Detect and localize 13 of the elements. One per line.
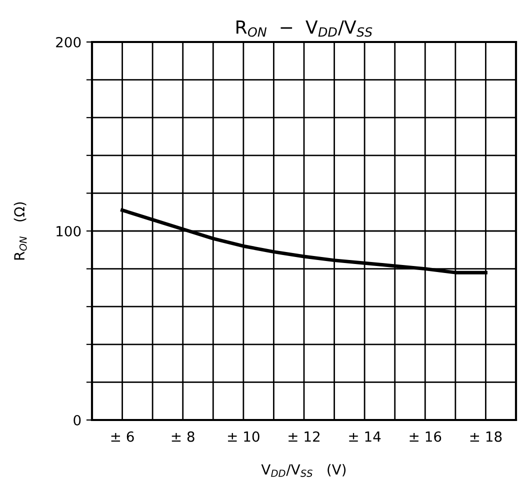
y-tick-label: 100 xyxy=(56,226,81,236)
chart-title: R$_{ON}$ − V$_{DD}$/V$_{SS}$ xyxy=(236,20,372,37)
text: V$_{DD}$/V$_{SS}$ (V) xyxy=(261,464,346,477)
y-tick-label: 0 xyxy=(74,414,81,426)
x-tick-label: ± 18 xyxy=(470,431,502,442)
x-tick-label: ± 10 xyxy=(228,431,260,442)
x-tick-label: ± 6 xyxy=(111,431,134,442)
text: R$_{ON}$ (Ω) xyxy=(14,202,27,260)
x-tick-label: ± 14 xyxy=(349,432,381,442)
x-tick-label: ± 8 xyxy=(172,431,194,442)
y-tick-label: 200 xyxy=(56,36,81,48)
x-tick-label: ± 16 xyxy=(410,431,442,442)
x-tick-label: ± 12 xyxy=(288,431,320,442)
